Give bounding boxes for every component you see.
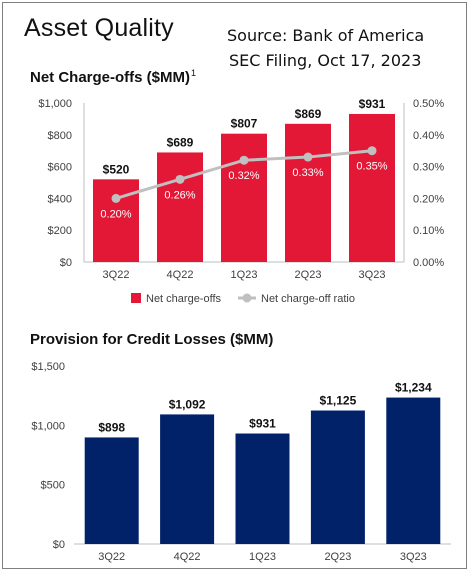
chart1-ratio-label: 0.35% bbox=[356, 161, 387, 173]
chart2-ytick-label: $1,000 bbox=[31, 420, 65, 432]
chart1-ratio-point bbox=[111, 193, 121, 203]
chart1-bar bbox=[157, 152, 203, 262]
legend-marker-ratio bbox=[242, 293, 252, 303]
chart1-ratio-label: 0.33% bbox=[292, 167, 323, 179]
chart1-bar bbox=[93, 179, 139, 262]
chart2-category-label: 1Q23 bbox=[249, 551, 276, 563]
chart1-title-footnote: 1 bbox=[191, 68, 197, 78]
chart1-title-text: Net Charge-offs ($MM) bbox=[30, 69, 190, 86]
chart1-y2tick-label: 0.30% bbox=[413, 162, 444, 174]
page-title: Asset Quality bbox=[24, 14, 174, 42]
chart2-category-label: 3Q22 bbox=[98, 551, 125, 563]
chart2-bar bbox=[235, 433, 290, 544]
chart2-bar-value-label: $1,092 bbox=[169, 397, 206, 411]
chart2-bar bbox=[310, 410, 365, 544]
chart1-ytick-label: $0 bbox=[60, 257, 72, 269]
chart1-ratio-label: 0.32% bbox=[228, 170, 259, 182]
legend-swatch-net-charge-offs bbox=[131, 293, 141, 303]
chart2-category-label: 4Q22 bbox=[174, 551, 201, 563]
chart1-ratio-point bbox=[239, 155, 249, 165]
chart1-bar-value-label: $931 bbox=[359, 97, 386, 111]
chart1-category-label: 3Q23 bbox=[359, 269, 386, 281]
chart1-bar-value-label: $807 bbox=[231, 117, 258, 131]
source-line-2: SEC Filing, Oct 17, 2023 bbox=[229, 51, 422, 70]
legend-label-net-charge-offs: Net charge-offs bbox=[146, 293, 222, 305]
chart1-ratio-label: 0.20% bbox=[100, 208, 131, 220]
chart1-ytick-label: $200 bbox=[48, 225, 72, 237]
chart1-bar-value-label: $520 bbox=[103, 162, 130, 176]
chart1-ytick-label: $400 bbox=[48, 193, 72, 205]
source-line-1: Source: Bank of America bbox=[227, 26, 425, 45]
chart1-ratio-point bbox=[175, 174, 185, 184]
chart2-bar-value-label: $931 bbox=[249, 417, 276, 431]
chart2-category-label: 3Q23 bbox=[400, 551, 427, 563]
chart1-ytick-label: $600 bbox=[48, 162, 72, 174]
chart1-ratio-point bbox=[303, 152, 313, 162]
chart1-bar bbox=[285, 123, 331, 262]
chart1-category-label: 2Q23 bbox=[295, 269, 322, 281]
chart1-y2tick-label: 0.40% bbox=[413, 130, 444, 142]
chart1-title: Net Charge-offs ($MM)1 bbox=[30, 68, 196, 86]
chart2-bar bbox=[160, 414, 215, 544]
chart1-y2tick-label: 0.10% bbox=[413, 225, 444, 237]
chart2-ytick-label: $0 bbox=[53, 539, 65, 551]
chart1-bar-value-label: $869 bbox=[295, 107, 322, 121]
chart2-bar-value-label: $1,234 bbox=[395, 381, 432, 395]
chart1-bar bbox=[221, 133, 267, 262]
chart1-y2tick-label: 0.20% bbox=[413, 193, 444, 205]
chart2-bar-value-label: $1,125 bbox=[320, 394, 357, 408]
chart1-bar-value-label: $689 bbox=[167, 135, 194, 149]
chart1-y2tick-label: 0.00% bbox=[413, 257, 444, 269]
chart2-bar bbox=[84, 437, 139, 544]
chart2-ytick-label: $1,500 bbox=[31, 361, 65, 373]
chart2-title: Provision for Credit Losses ($MM) bbox=[30, 331, 274, 348]
chart1-ratio-point bbox=[367, 146, 377, 156]
chart2-category-label: 2Q23 bbox=[324, 551, 351, 563]
chart1-ytick-label: $1,000 bbox=[38, 98, 72, 110]
chart2-ytick-label: $500 bbox=[41, 480, 65, 492]
chart1-ytick-label: $800 bbox=[48, 130, 72, 142]
chart1-bar bbox=[349, 113, 395, 262]
chart1-y2tick-label: 0.50% bbox=[413, 98, 444, 110]
chart2-bar-value-label: $898 bbox=[98, 420, 125, 434]
chart1-category-label: 4Q22 bbox=[167, 269, 194, 281]
legend-label-ratio: Net charge-off ratio bbox=[261, 293, 355, 305]
chart2-bar bbox=[386, 397, 441, 544]
chart1-category-label: 1Q23 bbox=[231, 269, 258, 281]
chart1-ratio-label: 0.26% bbox=[164, 189, 195, 201]
chart1-category-label: 3Q22 bbox=[103, 269, 130, 281]
